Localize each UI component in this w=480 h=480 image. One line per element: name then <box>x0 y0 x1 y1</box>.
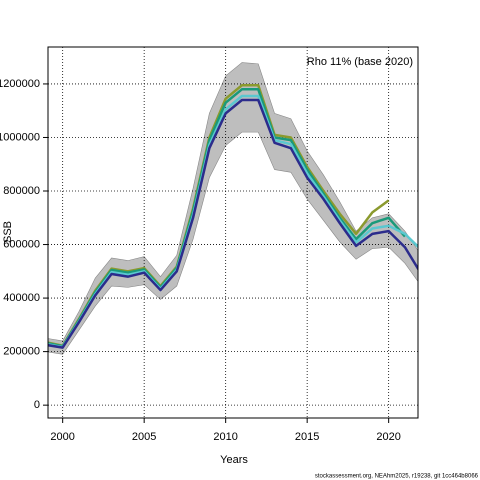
y-tick-label: 800000 <box>3 185 40 197</box>
y-tick-label: 0 <box>34 399 40 411</box>
footer: stockassessment.org, NEAhm2025, r19238, … <box>315 474 479 480</box>
y-tick-label: 200000 <box>3 346 40 358</box>
x-tick-label: 2020 <box>376 431 400 443</box>
x-tick-label: 2010 <box>213 431 237 443</box>
y-tick-label: 600000 <box>3 238 40 250</box>
confidence-band <box>48 62 418 355</box>
annotation: Rho 11% (base 2020) <box>307 56 413 68</box>
x-tick-label: 2015 <box>295 431 319 443</box>
x-tick-label: 2000 <box>50 431 74 443</box>
y-tick-label: 400000 <box>3 292 40 304</box>
x-tick-label: 2005 <box>132 431 156 443</box>
y-axis-label: SSB <box>2 221 14 243</box>
x-axis-label: Years <box>220 454 248 466</box>
series-line <box>48 98 418 349</box>
y-tick-label: 1000000 <box>0 131 40 143</box>
y-tick-label: 1200000 <box>0 78 40 90</box>
plot-frame <box>47 46 419 419</box>
plot-area <box>48 47 418 418</box>
